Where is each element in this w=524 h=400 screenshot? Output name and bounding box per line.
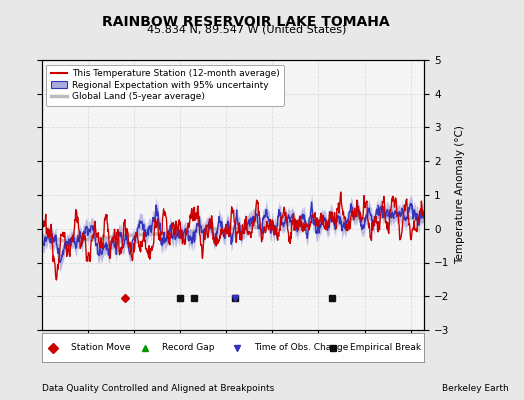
Text: RAINBOW RESERVOIR LAKE TOMAHA: RAINBOW RESERVOIR LAKE TOMAHA <box>103 15 390 29</box>
Text: Empirical Break: Empirical Break <box>350 343 421 352</box>
Text: Record Gap: Record Gap <box>162 343 215 352</box>
Legend: This Temperature Station (12-month average), Regional Expectation with 95% uncer: This Temperature Station (12-month avera… <box>47 64 284 106</box>
Text: Station Move: Station Move <box>71 343 130 352</box>
Y-axis label: Temperature Anomaly (°C): Temperature Anomaly (°C) <box>455 126 465 264</box>
Text: 45.834 N, 89.547 W (United States): 45.834 N, 89.547 W (United States) <box>147 24 346 34</box>
Text: Data Quality Controlled and Aligned at Breakpoints: Data Quality Controlled and Aligned at B… <box>42 384 274 393</box>
Text: Berkeley Earth: Berkeley Earth <box>442 384 508 393</box>
Text: Time of Obs. Change: Time of Obs. Change <box>254 343 348 352</box>
